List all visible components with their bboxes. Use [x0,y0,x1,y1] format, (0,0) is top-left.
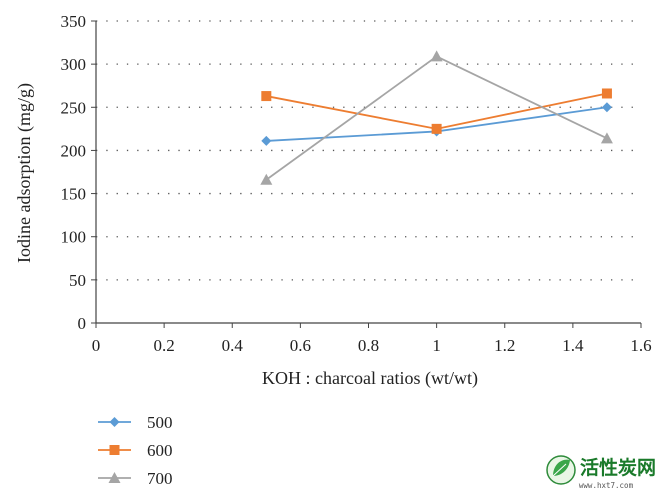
x-tick-labels: 0 0.2 0.4 0.6 0.8 1 1.2 1.4 1.6 [92,336,652,355]
legend-label: 700 [147,469,173,488]
x-tick-label: 0.4 [222,336,244,355]
watermark-url: www.hxt7.com [579,481,634,490]
x-tick-label: 0 [92,336,101,355]
y-tick-label: 0 [78,314,87,333]
leaf-logo-icon [546,455,576,485]
data-point [260,173,273,185]
x-tick-label: 0.8 [358,336,379,355]
series-line [265,55,608,181]
legend-label: 500 [147,413,173,432]
y-tick-label: 200 [61,141,87,160]
y-tick-label: 150 [61,185,87,204]
data-point [600,132,613,144]
data-point [261,91,272,102]
series-700 [260,50,613,185]
legend-item-500: 500 [98,413,173,432]
gridlines [96,20,641,281]
series-group [260,50,613,185]
x-tick-label: 0.2 [154,336,175,355]
x-tick-label: 1.2 [494,336,515,355]
y-tick-label: 350 [61,12,87,31]
data-point [431,123,442,134]
y-tick-label: 300 [61,55,87,74]
series-line [266,92,608,130]
series-600 [261,88,612,134]
legend-marker [109,445,120,455]
data-point [601,102,612,113]
legend-item-700: 700 [98,469,173,488]
x-axis-title: KOH : charcoal ratios (wt/wt) [262,368,478,389]
y-tick-label: 100 [61,228,87,247]
legend-label: 600 [147,441,173,460]
y-tick-label: 50 [69,271,86,290]
x-tick-label: 1 [432,336,441,355]
watermark: 活性炭网 www.hxt7.com [546,455,656,490]
y-tick-label: 250 [61,98,87,117]
legend-marker [109,417,120,427]
x-tick-label: 1.4 [562,336,584,355]
x-tick-label: 0.6 [290,336,311,355]
legend-marker [108,472,121,483]
y-tick-labels: 0 50 100 150 200 250 300 350 [61,12,87,333]
data-point [601,88,612,99]
data-point [430,50,443,62]
data-point [261,135,272,146]
legend-item-600: 600 [98,441,173,460]
y-axis-title: Iodine adsorption (mg/g) [14,83,35,263]
x-tick-label: 1.6 [630,336,651,355]
axes [91,20,642,328]
watermark-title: 活性炭网 [580,456,656,479]
legend: 500 600 700 [98,413,173,488]
